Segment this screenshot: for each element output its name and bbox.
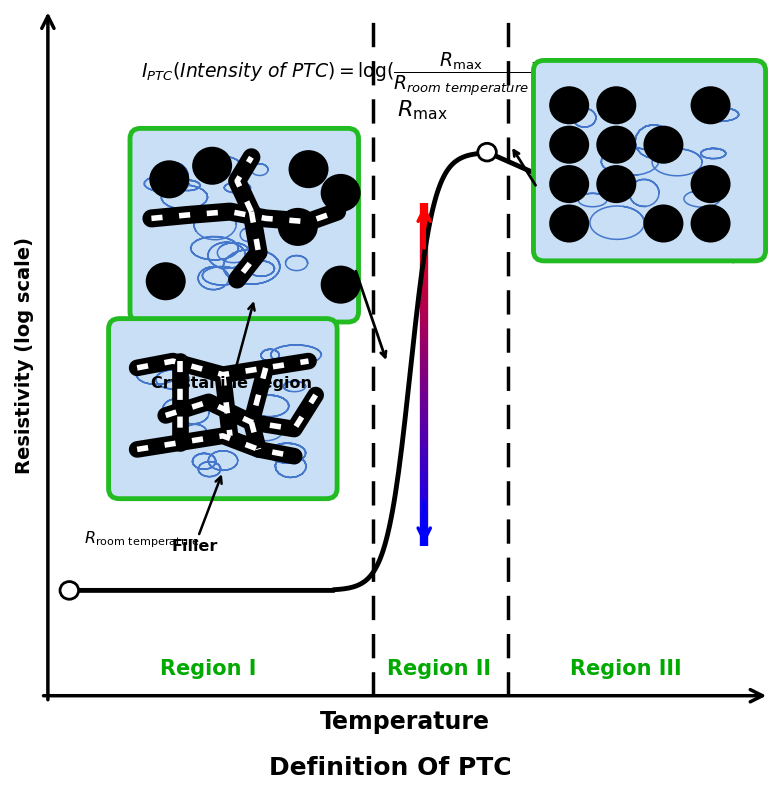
Text: Definition Of PTC: Definition Of PTC [268,756,512,780]
Circle shape [549,125,589,164]
Circle shape [60,582,79,599]
Circle shape [644,204,683,243]
Circle shape [192,147,232,184]
Circle shape [289,151,328,188]
Circle shape [146,262,186,300]
Circle shape [321,174,360,212]
Circle shape [149,160,190,199]
Circle shape [549,165,589,203]
Circle shape [549,204,589,243]
Text: $\mathit{R}_{\rm room\ temperature}$: $\mathit{R}_{\rm room\ temperature}$ [83,529,200,550]
Circle shape [690,204,731,243]
Y-axis label: Resistivity (log scale): Resistivity (log scale) [15,237,34,474]
Text: Filler: Filler [171,477,222,555]
Circle shape [321,266,360,303]
Circle shape [644,125,683,164]
Text: Region I: Region I [161,659,257,678]
Text: Region III: Region III [570,659,682,678]
Circle shape [549,86,589,125]
Text: Crystalline region: Crystalline region [151,303,312,392]
Circle shape [478,143,496,161]
Circle shape [596,165,636,203]
X-axis label: Temperature: Temperature [320,710,490,734]
Text: $\mathit{R}_{\rm max}$: $\mathit{R}_{\rm max}$ [397,98,448,121]
Text: $\mathit{I}_{PTC}\mathit{(Intensity\ of\ PTC)} = \log(\dfrac{\mathit{R}_{\max}}{: $\mathit{I}_{PTC}\mathit{(Intensity\ of\… [140,50,538,98]
FancyBboxPatch shape [130,128,359,322]
Text: Region II: Region II [387,659,491,678]
FancyBboxPatch shape [534,61,765,261]
FancyBboxPatch shape [108,318,337,499]
Circle shape [596,125,636,164]
Circle shape [278,208,317,246]
Circle shape [690,165,731,203]
Circle shape [690,86,731,125]
Circle shape [596,86,636,125]
